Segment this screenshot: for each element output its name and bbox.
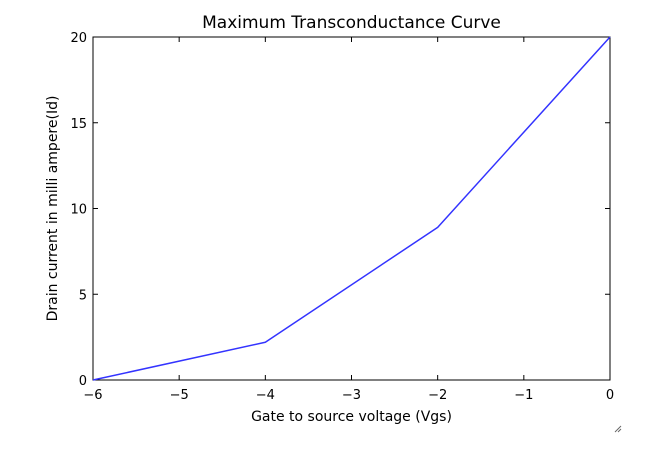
x-tick-label: −3 bbox=[342, 388, 361, 403]
x-axis-label: Gate to source voltage (Vgs) bbox=[251, 409, 452, 425]
x-tick-label: −5 bbox=[170, 388, 189, 403]
y-tick-label: 5 bbox=[79, 288, 87, 303]
chart-title: Maximum Transconductance Curve bbox=[202, 13, 501, 33]
y-tick-label: 20 bbox=[70, 31, 87, 46]
x-tick-label: −2 bbox=[428, 388, 447, 403]
axis-ticks: −6 −5 −4 −3 −2 −1 0 0 5 10 15 20 bbox=[70, 31, 614, 403]
x-tick-label: −6 bbox=[83, 388, 102, 403]
y-tick-label: 15 bbox=[70, 117, 87, 132]
y-tick-label: 10 bbox=[70, 203, 87, 218]
y-tick-label: 0 bbox=[79, 374, 87, 389]
resize-grip-icon[interactable] bbox=[614, 425, 622, 433]
series-line bbox=[92, 36, 611, 381]
x-tick-label: −4 bbox=[256, 388, 275, 403]
series-layer bbox=[92, 36, 611, 381]
x-tick-label: −1 bbox=[514, 388, 533, 403]
plot-area-frame bbox=[92, 36, 611, 381]
y-axis-label: Drain current in milli ampere(Id) bbox=[45, 96, 61, 322]
x-tick-label: 0 bbox=[606, 388, 614, 403]
